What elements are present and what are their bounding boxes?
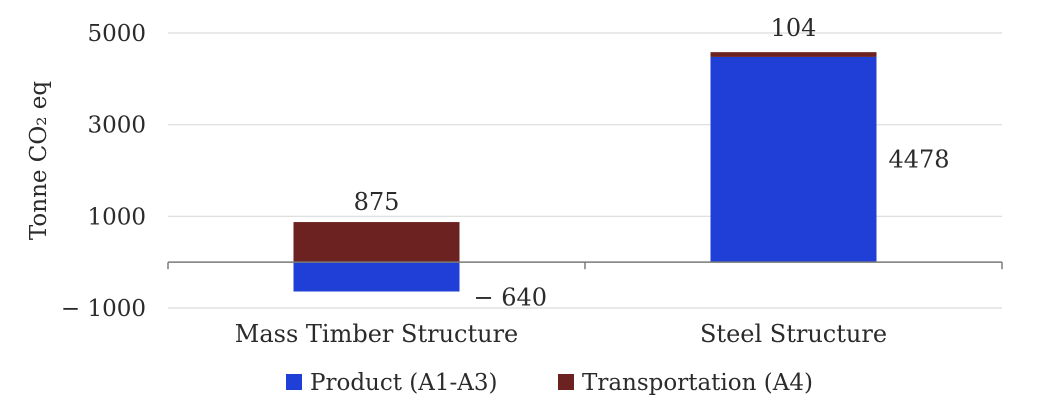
y-tick-label: 1000 bbox=[87, 204, 146, 230]
category-label: Steel Structure bbox=[700, 320, 887, 348]
data-label: 104 bbox=[771, 14, 817, 42]
data-label: 875 bbox=[354, 188, 400, 216]
y-tick-label: − 1000 bbox=[61, 296, 146, 322]
data-labels: 875 − 640 104 4478 bbox=[354, 14, 950, 311]
bar-transportation-0 bbox=[293, 222, 460, 263]
category-label: Mass Timber Structure bbox=[235, 320, 519, 348]
legend-swatch bbox=[286, 374, 302, 390]
y-tick-label: 3000 bbox=[87, 113, 146, 139]
bar-transportation-1 bbox=[710, 52, 877, 57]
y-tick-label: 5000 bbox=[87, 21, 146, 47]
x-axis-ticks bbox=[167, 262, 1003, 270]
legend: Product (A1-A3) Transportation (A4) bbox=[286, 370, 813, 396]
y-axis-title: Tonne CO₂ eq bbox=[26, 81, 52, 241]
legend-label: Product (A1-A3) bbox=[310, 370, 498, 396]
legend-label: Transportation (A4) bbox=[582, 370, 813, 396]
category-labels: Mass Timber Structure Steel Structure bbox=[235, 320, 887, 348]
bars bbox=[293, 52, 877, 292]
bar-product-1 bbox=[710, 56, 877, 263]
data-label: 4478 bbox=[889, 146, 950, 174]
y-tick-labels: − 1000 1000 3000 5000 bbox=[61, 21, 146, 322]
bar-product-0 bbox=[293, 262, 460, 292]
legend-swatch bbox=[558, 374, 574, 390]
data-label: − 640 bbox=[474, 284, 548, 312]
